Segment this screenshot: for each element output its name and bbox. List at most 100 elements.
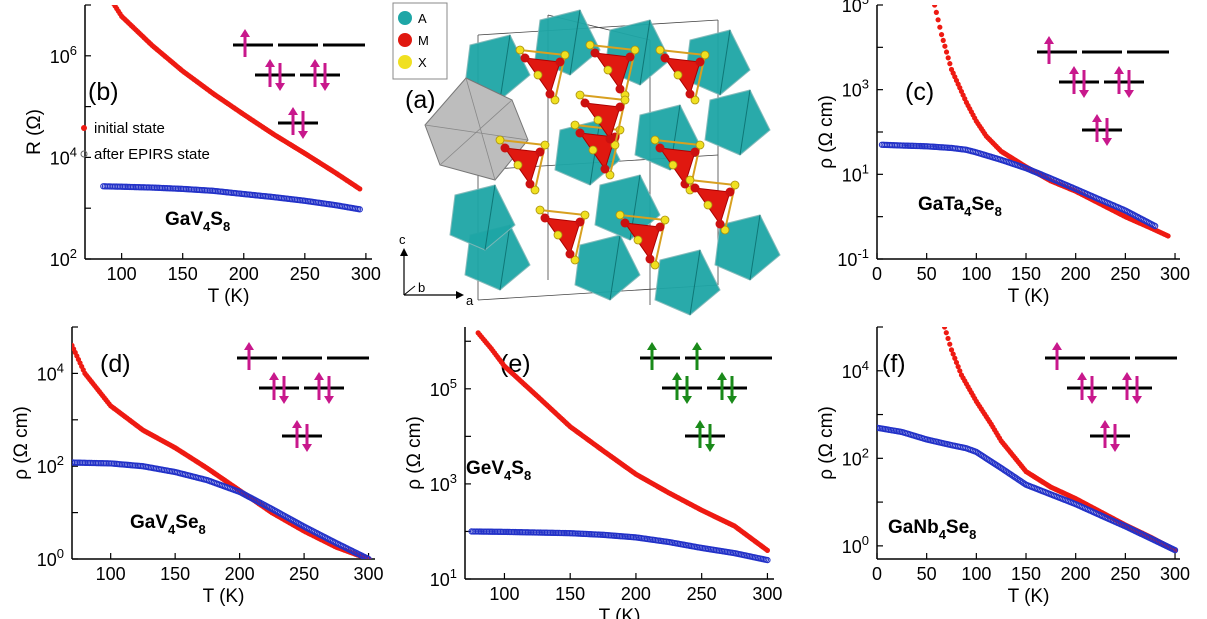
spin-up-arrowhead: [269, 372, 279, 380]
x-atom: [585, 40, 595, 50]
spin-up-arrowhead: [1052, 342, 1062, 350]
data-point: [953, 359, 960, 366]
y-tick-base: 10: [50, 250, 70, 270]
x-atom: [730, 180, 740, 190]
spin-up-arrowhead: [265, 59, 275, 67]
m-atom: [545, 89, 555, 99]
m-atom: [690, 147, 700, 157]
y-axis-label: ρ (Ω cm): [816, 95, 837, 169]
single-spin-arrow: [692, 342, 702, 370]
data-point: [942, 43, 948, 49]
x-tick-label: 300: [1160, 564, 1190, 584]
ga-tetrahedron: [704, 89, 771, 156]
y-tick-base: 10: [842, 537, 862, 557]
x-atom: [553, 230, 563, 240]
x-atom: [570, 255, 580, 265]
x-atom: [515, 45, 525, 55]
panel-label: (c): [905, 78, 934, 106]
y-tick-exponent: 3: [862, 77, 869, 92]
m-atom: [525, 179, 535, 189]
data-point: [938, 31, 945, 38]
single-spin-arrow: [1044, 36, 1054, 64]
legend-marker-m: [398, 33, 412, 47]
y-tick-exponent: 3: [450, 471, 457, 486]
spin-down-arrowhead: [324, 396, 334, 404]
x-tick-label: 100: [489, 584, 519, 604]
x-atom: [673, 70, 683, 80]
y-tick-label: 106: [50, 43, 77, 67]
octahedron-edge: [424, 77, 529, 181]
y-tick-exponent: 5: [862, 0, 869, 7]
formula-subscript: 4: [504, 468, 512, 483]
x-axis-label: T (K): [208, 286, 250, 307]
spin-down-arrowhead: [275, 83, 285, 91]
legend-label-m: M: [418, 33, 429, 48]
y-tick-label: 102: [842, 445, 869, 469]
ga-tetrahedron-edge: [484, 184, 496, 251]
x-tick-label: 200: [225, 564, 255, 584]
y-tick-label: 101: [430, 566, 457, 590]
ga-tetrahedron: [714, 214, 781, 281]
data-point: [937, 24, 943, 30]
paired-spin-arrows: [292, 420, 312, 452]
x-atom: [533, 70, 543, 80]
y-tick-exponent: 0: [57, 546, 64, 561]
y-tick-base: 10: [430, 380, 450, 400]
x-tick-label: 150: [1011, 264, 1041, 284]
data-point: [947, 341, 953, 347]
x-atom: [620, 95, 630, 105]
m-atom: [685, 89, 695, 99]
m-atom: [600, 164, 610, 174]
formula-subscript: 4: [203, 219, 211, 234]
paired-spin-arrows: [269, 372, 289, 404]
legend-marker-x: [398, 55, 412, 69]
data-point: [764, 547, 771, 553]
data-point: [948, 347, 955, 353]
crystal-legend: A M X: [392, 2, 448, 80]
x-tick-label: 300: [351, 264, 381, 284]
x-tick-label: 0: [872, 264, 882, 284]
compound-formula: GaNb4Se8: [888, 517, 976, 542]
m-atom: [655, 222, 665, 232]
x-atom: [633, 235, 643, 245]
legend-marker-a: [398, 11, 412, 25]
spin-up-arrowhead: [292, 420, 302, 428]
data-point: [957, 368, 963, 374]
y-tick-exponent: 4: [57, 360, 64, 375]
paired-spin-arrows: [314, 372, 334, 404]
y-tick-base: 10: [837, 250, 857, 270]
legend-marker-after: [80, 150, 88, 158]
y-axis-label: R (Ω): [24, 109, 45, 155]
single-spin-arrow: [244, 342, 254, 370]
x-atom: [703, 200, 713, 210]
x-tick-label: 100: [107, 264, 137, 284]
formula-subscript: 8: [995, 204, 1002, 219]
y-tick-label: 104: [842, 358, 869, 382]
x-axis-label: T (K): [599, 606, 641, 619]
after-epirs-series: [72, 459, 372, 559]
m-atom: [590, 48, 600, 58]
spin-down-arrowhead: [1110, 444, 1120, 452]
ga-tetrahedron-edge: [609, 234, 621, 301]
spin-up-arrowhead: [695, 420, 705, 428]
x-axis-label: T (K): [1008, 286, 1050, 307]
after-epirs-series: [877, 424, 1179, 554]
data-point: [932, 5, 938, 8]
m-atom: [500, 143, 510, 153]
paired-spin-arrows: [265, 59, 285, 91]
x-tick-label: 250: [1110, 564, 1140, 584]
x-tick-label: 0: [872, 564, 882, 584]
legend-marker-initial: [81, 125, 87, 131]
spin-up-arrowhead: [692, 342, 702, 350]
panel-label: (b): [88, 78, 119, 106]
energy-level-diagram: [1037, 36, 1169, 146]
single-spin-arrow: [240, 29, 250, 57]
y-tick-label: 101: [842, 161, 869, 185]
c-axis-arrowhead: [400, 248, 408, 256]
x-tick-label: 250: [687, 584, 717, 604]
crystal-axes-indicator: c b a: [399, 232, 474, 308]
y-axis-label: ρ (Ω cm): [11, 406, 32, 480]
y-tick-exponent: 1: [450, 566, 457, 581]
